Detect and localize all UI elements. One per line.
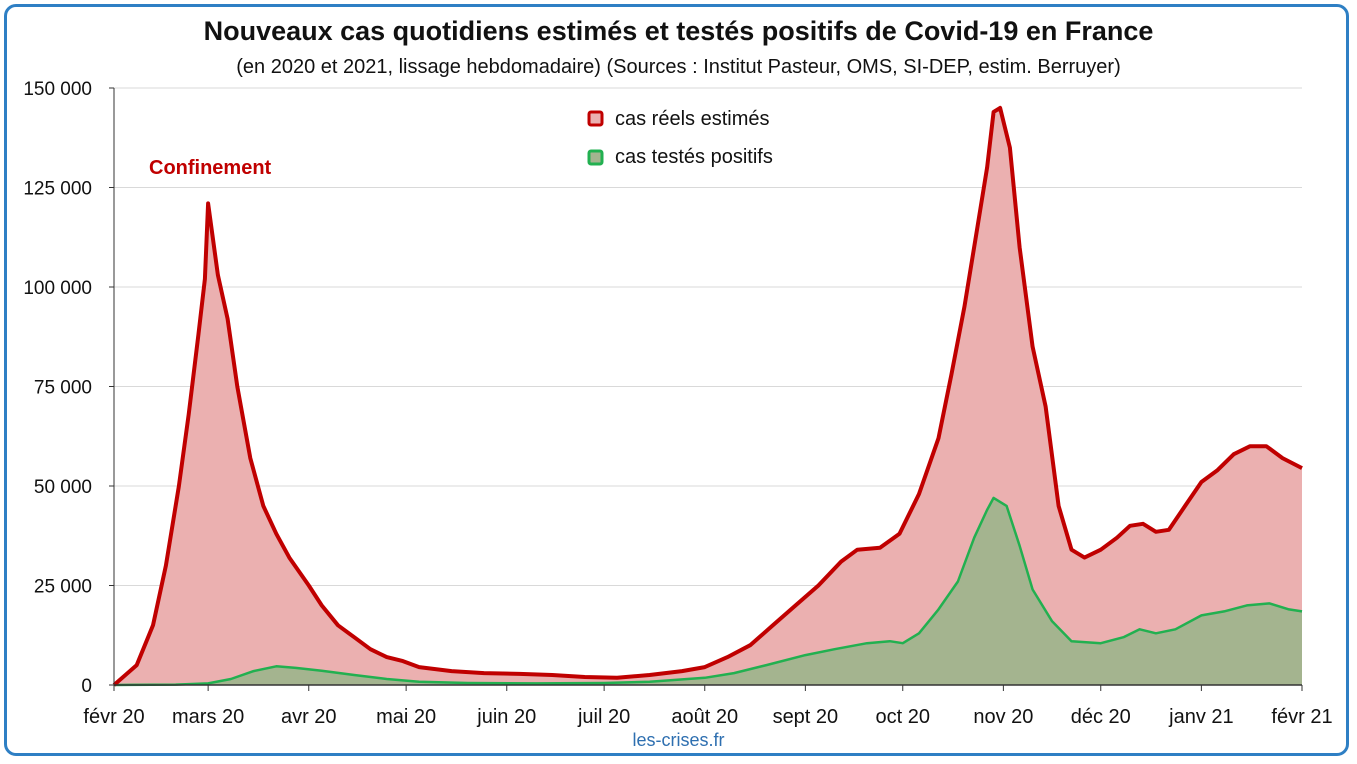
legend-label-estimated: cas réels estimés [615,108,770,130]
line-tested [113,496,1303,687]
x-tick-label: janv 21 [1168,706,1234,728]
x-tick-label: juil 20 [577,706,630,728]
legend-swatch-tested [587,149,604,166]
y-tick-label: 125 000 [23,179,92,200]
y-tick-label: 75 000 [34,378,92,399]
line-layer [112,105,1303,687]
x-tick-label: avr 20 [281,706,337,728]
grid-layer [114,87,1302,586]
y-tick-label: 150 000 [23,79,92,100]
chart-subtitle: (en 2020 et 2021, lissage hebdomadaire) … [236,56,1121,78]
x-tick-label: août 20 [671,706,738,728]
legend-swatch-estimated [587,110,604,127]
x-tick-label: mars 20 [172,706,244,728]
x-tick-label: oct 20 [876,706,930,728]
axis-layer [109,87,1303,691]
area-tested [114,497,1302,685]
area-estimated [114,107,1302,685]
chart-title: Nouveaux cas quotidiens estimés et testé… [203,16,1154,46]
y-tick-label: 25 000 [34,577,92,598]
x-tick-label: nov 20 [973,706,1033,728]
label-layer: 0 25 000 50 000 75 000 100 000 125 000 150 000… [23,79,1332,728]
legend-label-tested: cas testés positifs [615,146,773,168]
x-tick-label: juin 20 [476,706,536,728]
x-tick-label: sept 20 [773,706,839,728]
source-note: les-crises.fr [632,730,725,750]
annotation-confinement: Confinement [149,157,272,179]
x-tick-label: déc 20 [1071,706,1131,728]
line-estimated [112,105,1303,687]
x-tick-label: févr 20 [83,706,144,728]
area-layer [114,107,1302,685]
x-tick-label: mai 20 [376,706,436,728]
x-tick-label: févr 21 [1271,706,1332,728]
legend: cas réels estimés cas testés positifs [587,108,773,168]
y-tick-label: 50 000 [34,477,92,498]
y-tick-label: 100 000 [23,278,92,299]
y-tick-label: 0 [81,676,92,697]
